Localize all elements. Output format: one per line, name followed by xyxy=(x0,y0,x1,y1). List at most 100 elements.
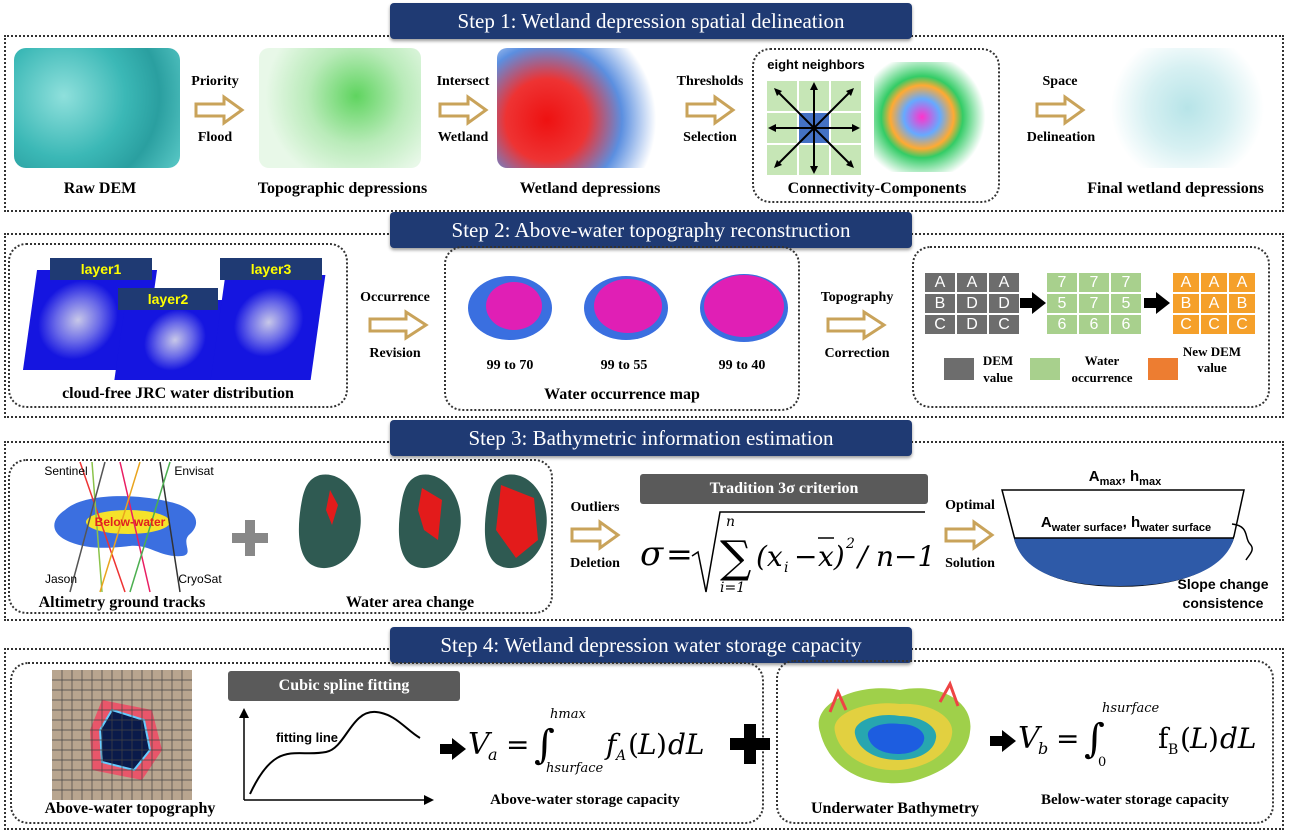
svg-text:i: i xyxy=(784,560,788,576)
svg-text:x): x) xyxy=(818,540,845,573)
svg-text:L: L xyxy=(637,728,657,761)
layer2-tag: layer2 xyxy=(118,288,218,310)
arrow2-bottom: Wetland xyxy=(437,130,489,145)
grid-cell: B xyxy=(1172,293,1200,314)
hollow-arrow-icon xyxy=(685,94,736,126)
final-wetland-depressions-label: Final wetland depressions xyxy=(1087,180,1264,197)
amax-hmax-label: Amax, hmax xyxy=(1088,468,1162,488)
step4-title: Step 4: Wetland depression water storage… xyxy=(390,627,912,663)
altimetry-panel xyxy=(8,459,553,614)
occurrence-map-label: Water occurrence map xyxy=(544,386,700,403)
water-area-2 xyxy=(398,474,461,569)
occ-label-3: 99 to 40 xyxy=(718,358,766,373)
grid-cell: A xyxy=(988,272,1020,293)
grid-cell: A xyxy=(1200,272,1228,293)
topographic-depressions-label: Topographic depressions xyxy=(257,180,428,197)
grid-cell: C xyxy=(1172,314,1200,335)
eight-neighbors-label: eight neighbors xyxy=(767,57,865,72)
svg-text:(: ( xyxy=(1180,722,1191,755)
wetland-depressions-image xyxy=(497,48,663,168)
grid-cell: 7 xyxy=(1110,272,1142,293)
svg-text:a: a xyxy=(488,745,498,764)
arrow3-top: Thresholds xyxy=(676,74,744,89)
occurrence-map-2 xyxy=(584,276,668,340)
svg-text:2: 2 xyxy=(845,536,855,552)
grid-cell: 6 xyxy=(1046,314,1078,335)
occurrence-arrow-bottom: Revision xyxy=(369,346,421,361)
grid-cell: 6 xyxy=(1110,314,1142,335)
grid-cell: A xyxy=(924,272,956,293)
step1-title: Step 1: Wetland depression spatial delin… xyxy=(390,3,912,39)
topography-arrow-bottom: Correction xyxy=(824,346,890,361)
arrow3-bottom: Selection xyxy=(683,130,737,145)
below-capacity-label: Below-water storage capacity xyxy=(1041,792,1229,808)
legend-new-label: New DEM value xyxy=(1182,344,1242,375)
slope-label-1: Slope change xyxy=(1177,576,1269,592)
grid-cell: A xyxy=(1228,272,1256,293)
grid-cell: A xyxy=(1172,272,1200,293)
svg-text:hmax: hmax xyxy=(550,707,586,722)
grid-cell: B xyxy=(1228,293,1256,314)
connectivity-panel xyxy=(752,48,1000,203)
below-water-panel xyxy=(776,660,1274,824)
arrow2-top: Intersect xyxy=(436,74,490,89)
aws-sub: water surface xyxy=(1051,522,1123,534)
sat-envisat: Envisat xyxy=(174,464,214,478)
svg-text:(: ( xyxy=(628,728,639,761)
grid-cell: A xyxy=(1200,293,1228,314)
svg-text:): ) xyxy=(656,728,667,761)
grid-cell: 5 xyxy=(1110,293,1142,314)
layer3-image xyxy=(210,275,326,380)
legend-occ-swatch xyxy=(1030,358,1060,380)
water-area-label: Water area change xyxy=(345,594,475,611)
hws-label: h xyxy=(1131,514,1141,531)
svg-text:hsurface: hsurface xyxy=(1102,701,1159,716)
grid-cell: D xyxy=(988,293,1020,314)
dem-correction-panel xyxy=(912,246,1270,408)
hmax-sub: max xyxy=(1139,476,1162,488)
black-arrow-icon xyxy=(990,730,1016,752)
aws-label: A xyxy=(1040,514,1052,531)
basin-cross-section xyxy=(1001,489,1253,587)
svg-text:V: V xyxy=(1018,721,1043,756)
wetland-depressions-label: Wetland depressions xyxy=(519,180,661,197)
svg-text:=: = xyxy=(506,728,529,761)
grid-cell: 7 xyxy=(1078,293,1110,314)
outliers-arrow-top: Outliers xyxy=(570,500,620,515)
arrow1-bottom: Flood xyxy=(197,130,233,145)
criterion-banner: Tradition 3σ criterion xyxy=(640,474,928,504)
sat-jason: Jason xyxy=(44,572,78,586)
svg-text:n: n xyxy=(876,540,894,573)
svg-text:dL: dL xyxy=(668,728,705,761)
altimetry-ground-tracks xyxy=(54,461,197,593)
underwater-bathymetry-image xyxy=(818,680,971,784)
svg-text:b: b xyxy=(1038,739,1048,758)
optimal-arrow-bottom: Solution xyxy=(945,556,995,571)
black-arrow-icon xyxy=(1144,292,1170,314)
below-water-label: Below-water xyxy=(94,515,166,529)
occurrence-arrow-top: Occurrence xyxy=(360,290,430,305)
eight-neighbors-grid xyxy=(765,79,863,177)
arrow4-bottom: Delineation xyxy=(1026,130,1096,145)
layer1-tag: layer1 xyxy=(50,258,152,280)
grid-cell: D xyxy=(956,314,988,335)
grid-cell: 7 xyxy=(1046,272,1078,293)
hmax-label: h xyxy=(1130,468,1140,485)
svg-text:−: − xyxy=(794,540,817,573)
occ-label-2: 99 to 55 xyxy=(600,358,648,373)
fitting-line-chart xyxy=(239,708,434,805)
jrc-label: cloud-free JRC water distribution xyxy=(62,385,294,402)
water-area-3 xyxy=(484,474,547,569)
svg-text:): ) xyxy=(1208,722,1219,755)
grid-cell: B xyxy=(924,293,956,314)
black-arrow-icon xyxy=(440,738,466,760)
svg-text:f: f xyxy=(1158,722,1171,755)
black-arrow-icon xyxy=(1020,292,1046,314)
topographic-depressions-image xyxy=(259,48,421,168)
big-plus-icon xyxy=(730,724,770,764)
svg-text:σ: σ xyxy=(640,534,664,574)
svg-text:=: = xyxy=(666,535,693,573)
svg-text:dL: dL xyxy=(1220,722,1257,755)
legend-occ-label: Water occurrence xyxy=(1071,353,1133,385)
